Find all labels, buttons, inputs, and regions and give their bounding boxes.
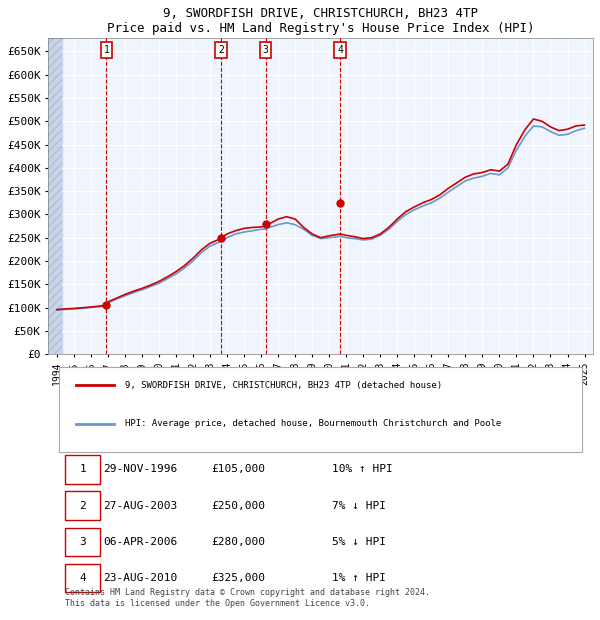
Text: 23-AUG-2010: 23-AUG-2010	[103, 573, 177, 583]
Text: £105,000: £105,000	[212, 464, 266, 474]
FancyBboxPatch shape	[59, 367, 582, 453]
Text: 2: 2	[79, 500, 86, 511]
Text: Contains HM Land Registry data © Crown copyright and database right 2024.
This d: Contains HM Land Registry data © Crown c…	[65, 588, 430, 608]
Text: 1% ↑ HPI: 1% ↑ HPI	[332, 573, 386, 583]
Bar	[49, 37, 62, 354]
Text: £325,000: £325,000	[212, 573, 266, 583]
Text: 3: 3	[79, 537, 86, 547]
Text: 4: 4	[337, 45, 343, 55]
Text: £250,000: £250,000	[212, 500, 266, 511]
FancyBboxPatch shape	[65, 528, 100, 556]
Text: 3: 3	[263, 45, 268, 55]
Text: 1: 1	[103, 45, 109, 55]
Title: 9, SWORDFISH DRIVE, CHRISTCHURCH, BH23 4TP
Price paid vs. HM Land Registry's Hou: 9, SWORDFISH DRIVE, CHRISTCHURCH, BH23 4…	[107, 7, 535, 35]
Text: 1: 1	[79, 464, 86, 474]
Text: 5% ↓ HPI: 5% ↓ HPI	[332, 537, 386, 547]
Text: 27-AUG-2003: 27-AUG-2003	[103, 500, 177, 511]
Text: 2: 2	[218, 45, 224, 55]
Bar	[49, 37, 62, 354]
Text: 10% ↑ HPI: 10% ↑ HPI	[332, 464, 392, 474]
Text: 06-APR-2006: 06-APR-2006	[103, 537, 177, 547]
Text: 7% ↓ HPI: 7% ↓ HPI	[332, 500, 386, 511]
Text: 4: 4	[79, 573, 86, 583]
Text: £280,000: £280,000	[212, 537, 266, 547]
FancyBboxPatch shape	[65, 455, 100, 484]
Text: 29-NOV-1996: 29-NOV-1996	[103, 464, 177, 474]
Text: 9, SWORDFISH DRIVE, CHRISTCHURCH, BH23 4TP (detached house): 9, SWORDFISH DRIVE, CHRISTCHURCH, BH23 4…	[125, 381, 442, 389]
FancyBboxPatch shape	[65, 564, 100, 592]
FancyBboxPatch shape	[65, 491, 100, 520]
Text: HPI: Average price, detached house, Bournemouth Christchurch and Poole: HPI: Average price, detached house, Bour…	[125, 420, 501, 428]
